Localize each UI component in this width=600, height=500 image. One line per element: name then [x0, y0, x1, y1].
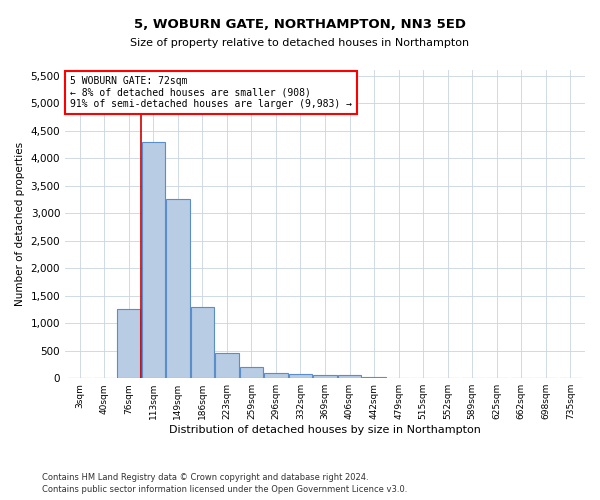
Text: 5, WOBURN GATE, NORTHAMPTON, NN3 5ED: 5, WOBURN GATE, NORTHAMPTON, NN3 5ED [134, 18, 466, 30]
Y-axis label: Number of detached properties: Number of detached properties [15, 142, 25, 306]
Text: 5 WOBURN GATE: 72sqm
← 8% of detached houses are smaller (908)
91% of semi-detac: 5 WOBURN GATE: 72sqm ← 8% of detached ho… [70, 76, 352, 110]
Text: Contains HM Land Registry data © Crown copyright and database right 2024.: Contains HM Land Registry data © Crown c… [42, 472, 368, 482]
Text: Size of property relative to detached houses in Northampton: Size of property relative to detached ho… [130, 38, 470, 48]
Bar [240, 367, 263, 378]
Bar [191, 306, 214, 378]
Text: Contains public sector information licensed under the Open Government Licence v3: Contains public sector information licen… [42, 485, 407, 494]
Bar [117, 310, 140, 378]
Bar [362, 377, 386, 378]
Bar [289, 374, 312, 378]
Bar [338, 376, 361, 378]
Bar [265, 372, 287, 378]
Bar [142, 142, 165, 378]
Bar [313, 376, 337, 378]
Bar [215, 354, 239, 378]
X-axis label: Distribution of detached houses by size in Northampton: Distribution of detached houses by size … [169, 425, 481, 435]
Bar [166, 200, 190, 378]
